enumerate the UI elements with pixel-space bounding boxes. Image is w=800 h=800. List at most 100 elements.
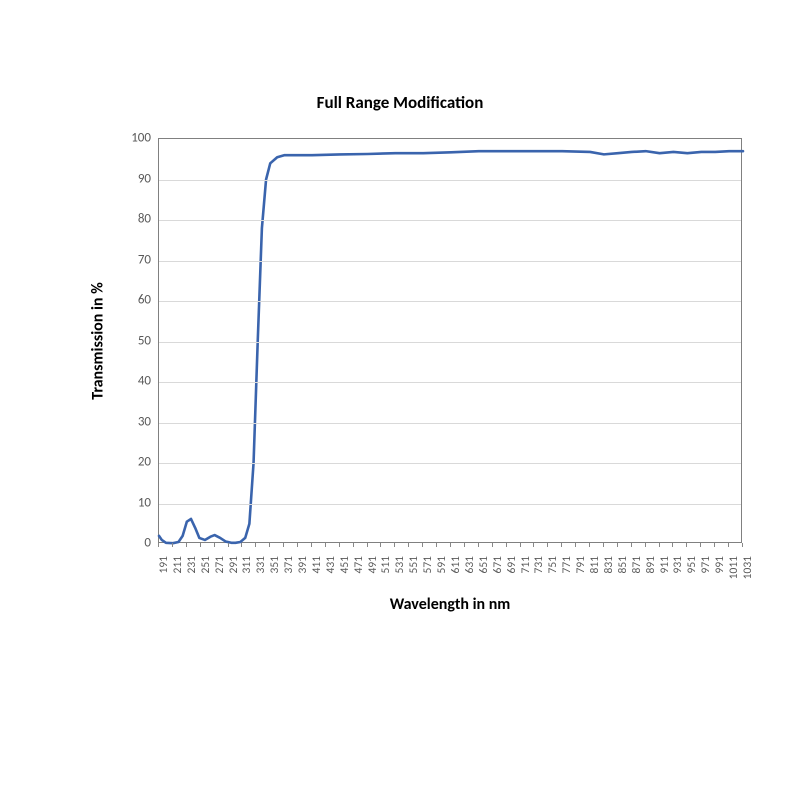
x-tick-label: 851 [616, 556, 630, 582]
x-tick-label: 911 [658, 556, 672, 582]
x-tick-mark [283, 543, 284, 547]
x-tick-label: 751 [546, 556, 560, 582]
gridline [159, 504, 741, 505]
x-tick-mark [672, 543, 673, 547]
x-tick-mark [478, 543, 479, 547]
gridline [159, 261, 741, 262]
x-tick-label: 1011 [727, 556, 741, 582]
x-tick-mark [506, 543, 507, 547]
x-tick-mark [214, 543, 215, 547]
y-tick-label: 0 [123, 536, 151, 551]
y-tick-label: 20 [123, 455, 151, 470]
x-tick-label: 291 [227, 556, 241, 582]
x-tick-mark [742, 543, 743, 547]
x-tick-mark [547, 543, 548, 547]
x-tick-mark [325, 543, 326, 547]
x-tick-mark [464, 543, 465, 547]
x-tick-label: 531 [393, 556, 407, 582]
y-tick-label: 90 [123, 171, 151, 186]
x-axis-label: Wavelength in nm [390, 595, 511, 614]
x-tick-label: 511 [379, 556, 393, 582]
x-tick-mark [450, 543, 451, 547]
series-line-transmission [159, 151, 743, 543]
x-tick-label: 1031 [741, 556, 755, 582]
plot-area [158, 138, 742, 543]
x-tick-label: 671 [491, 556, 505, 582]
y-axis-label: Transmission in % [89, 282, 108, 400]
gridline [159, 463, 741, 464]
x-tick-mark [353, 543, 354, 547]
x-tick-label: 191 [157, 556, 171, 582]
x-tick-mark [311, 543, 312, 547]
x-tick-label: 451 [338, 556, 352, 582]
x-tick-label: 371 [282, 556, 296, 582]
x-tick-label: 471 [352, 556, 366, 582]
x-tick-label: 831 [602, 556, 616, 582]
gridline [159, 423, 741, 424]
x-tick-mark [241, 543, 242, 547]
gridline [159, 342, 741, 343]
x-tick-label: 711 [519, 556, 533, 582]
chart-container: Full Range Modification Transmission in … [0, 0, 800, 800]
y-tick-label: 60 [123, 293, 151, 308]
chart-title: Full Range Modification [0, 92, 800, 113]
x-tick-mark [186, 543, 187, 547]
y-tick-label: 10 [123, 495, 151, 510]
y-tick-label: 80 [123, 212, 151, 227]
x-tick-label: 791 [574, 556, 588, 582]
x-tick-mark [255, 543, 256, 547]
gridline [159, 301, 741, 302]
x-tick-mark [367, 543, 368, 547]
x-tick-label: 271 [213, 556, 227, 582]
x-tick-mark [617, 543, 618, 547]
x-tick-label: 951 [685, 556, 699, 582]
x-tick-label: 891 [644, 556, 658, 582]
x-tick-mark [380, 543, 381, 547]
x-tick-mark [575, 543, 576, 547]
x-tick-label: 811 [588, 556, 602, 582]
x-tick-mark [422, 543, 423, 547]
x-tick-label: 691 [505, 556, 519, 582]
x-tick-label: 431 [324, 556, 338, 582]
x-tick-mark [728, 543, 729, 547]
y-tick-label: 50 [123, 333, 151, 348]
y-tick-label: 40 [123, 374, 151, 389]
x-tick-mark [589, 543, 590, 547]
x-tick-mark [603, 543, 604, 547]
x-tick-mark [297, 543, 298, 547]
y-tick-label: 70 [123, 252, 151, 267]
x-tick-label: 871 [630, 556, 644, 582]
x-tick-mark [158, 543, 159, 547]
x-tick-label: 251 [199, 556, 213, 582]
x-tick-mark [520, 543, 521, 547]
x-tick-mark [408, 543, 409, 547]
x-tick-label: 651 [477, 556, 491, 582]
x-tick-label: 211 [171, 556, 185, 582]
x-tick-mark [714, 543, 715, 547]
y-tick-label: 30 [123, 414, 151, 429]
x-tick-label: 491 [366, 556, 380, 582]
x-tick-mark [394, 543, 395, 547]
x-tick-mark [561, 543, 562, 547]
x-tick-label: 771 [560, 556, 574, 582]
x-tick-mark [228, 543, 229, 547]
x-tick-mark [533, 543, 534, 547]
x-tick-mark [200, 543, 201, 547]
x-tick-label: 391 [296, 556, 310, 582]
x-tick-mark [700, 543, 701, 547]
x-tick-label: 731 [532, 556, 546, 582]
x-tick-label: 331 [254, 556, 268, 582]
x-tick-mark [339, 543, 340, 547]
x-tick-label: 991 [713, 556, 727, 582]
x-tick-label: 231 [185, 556, 199, 582]
x-tick-mark [659, 543, 660, 547]
x-tick-mark [436, 543, 437, 547]
x-tick-label: 631 [463, 556, 477, 582]
y-tick-label: 100 [123, 131, 151, 146]
x-tick-mark [645, 543, 646, 547]
gridline [159, 382, 741, 383]
x-tick-mark [172, 543, 173, 547]
x-tick-mark [631, 543, 632, 547]
x-tick-mark [686, 543, 687, 547]
gridline [159, 180, 741, 181]
